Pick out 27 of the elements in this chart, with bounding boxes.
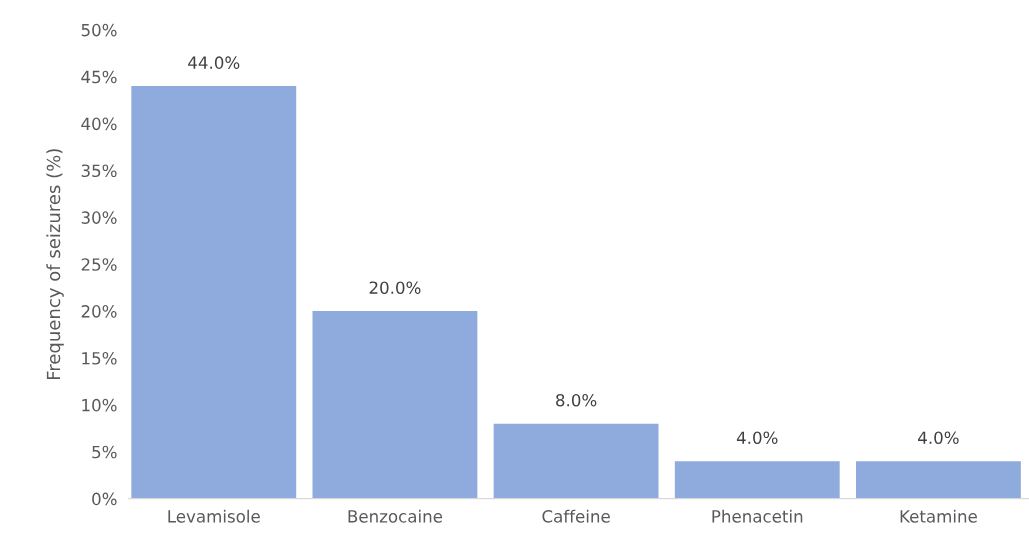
bar bbox=[855, 461, 1021, 499]
bar bbox=[312, 311, 478, 499]
x-tick-label: Levamisole bbox=[168, 509, 260, 523]
data-label: 4.0% bbox=[918, 431, 959, 445]
y-tick-label: 30% bbox=[81, 211, 117, 224]
data-label: 20.0% bbox=[369, 281, 421, 294]
bar bbox=[493, 423, 659, 499]
x-tick-label: Benzocaine bbox=[348, 509, 443, 523]
x-tick-label: Phenacetin bbox=[712, 509, 803, 523]
y-tick-label: 10% bbox=[82, 398, 117, 412]
x-tick-label: Ketamine bbox=[900, 509, 977, 523]
y-tick-label: 45% bbox=[81, 70, 117, 84]
bar bbox=[674, 461, 840, 499]
x-tick-label: Caffeine bbox=[542, 509, 610, 523]
y-tick-label: 15% bbox=[82, 351, 117, 365]
y-tick-label: 35% bbox=[81, 164, 117, 178]
y-tick-label: 0% bbox=[92, 492, 117, 506]
data-label: 4.0% bbox=[736, 431, 778, 445]
y-tick-label: 50% bbox=[81, 23, 117, 37]
data-label: 8.0% bbox=[556, 393, 597, 407]
y-tick-label: 25% bbox=[81, 258, 117, 271]
bar bbox=[131, 86, 297, 499]
y-tick-label: 40% bbox=[81, 117, 117, 131]
y-tick-label: 20% bbox=[81, 305, 117, 318]
y-axis-title: Frequency of seizures (%) bbox=[46, 149, 64, 380]
data-label: 44.0% bbox=[188, 56, 240, 69]
y-tick-label: 5% bbox=[92, 445, 117, 459]
